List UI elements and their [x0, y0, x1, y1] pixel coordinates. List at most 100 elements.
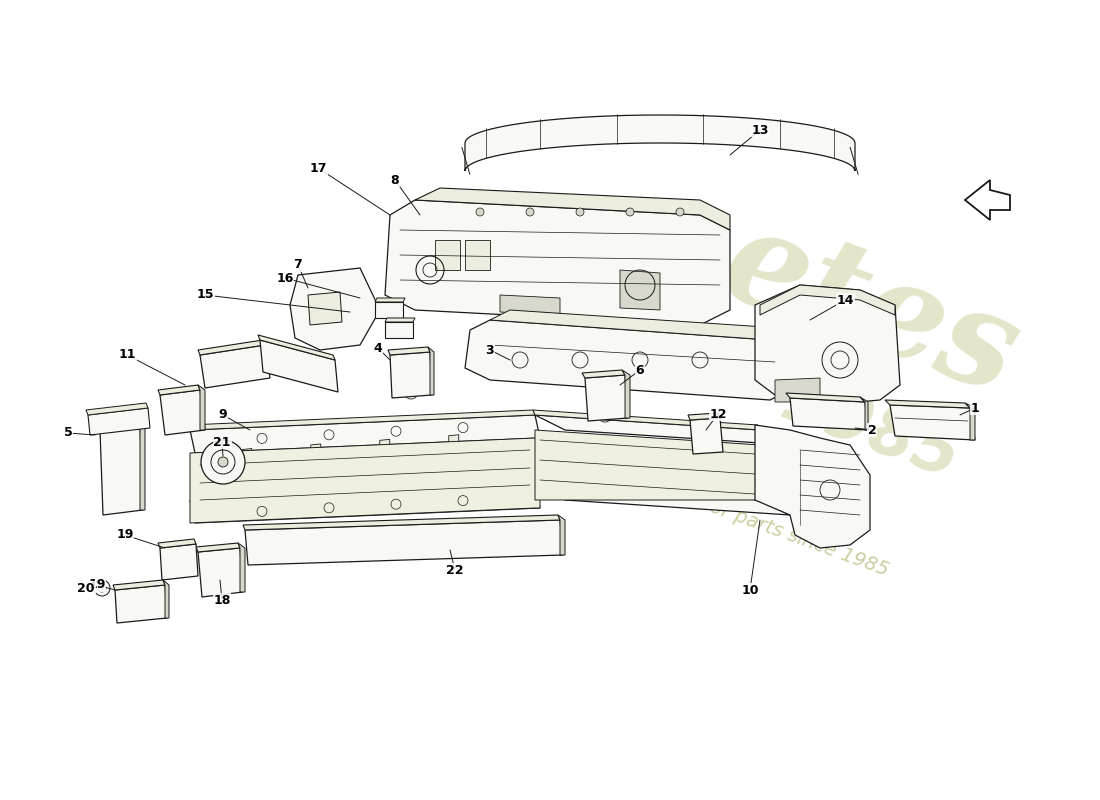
Text: 12: 12: [710, 407, 727, 421]
Text: 8: 8: [390, 174, 399, 186]
Circle shape: [676, 208, 684, 216]
Polygon shape: [620, 270, 660, 310]
Polygon shape: [786, 393, 865, 402]
Polygon shape: [585, 375, 628, 421]
Polygon shape: [621, 370, 630, 418]
Polygon shape: [375, 302, 403, 318]
Polygon shape: [534, 410, 760, 430]
Polygon shape: [434, 240, 460, 270]
Text: 6: 6: [636, 363, 645, 377]
Polygon shape: [688, 413, 720, 420]
Polygon shape: [310, 444, 321, 515]
Polygon shape: [86, 403, 148, 415]
Text: 13: 13: [751, 123, 769, 137]
Text: 17: 17: [309, 162, 327, 174]
Circle shape: [626, 208, 634, 216]
Polygon shape: [385, 200, 730, 325]
Polygon shape: [196, 543, 240, 552]
Polygon shape: [390, 352, 432, 398]
Polygon shape: [535, 485, 790, 515]
Polygon shape: [198, 340, 265, 355]
Polygon shape: [690, 418, 723, 454]
Text: 1985: 1985: [771, 367, 968, 493]
Text: 19: 19: [117, 529, 134, 542]
Polygon shape: [755, 285, 900, 405]
Polygon shape: [535, 430, 790, 515]
Text: 14: 14: [836, 294, 854, 306]
Polygon shape: [375, 298, 405, 302]
Text: 10: 10: [741, 583, 759, 597]
Polygon shape: [755, 425, 870, 548]
Polygon shape: [188, 410, 535, 430]
Polygon shape: [88, 408, 150, 435]
Polygon shape: [415, 188, 730, 230]
Polygon shape: [160, 390, 205, 435]
Polygon shape: [890, 405, 975, 440]
Polygon shape: [190, 438, 540, 523]
Polygon shape: [385, 322, 412, 338]
Polygon shape: [258, 335, 336, 360]
Circle shape: [526, 208, 534, 216]
Text: 15: 15: [196, 289, 213, 302]
Polygon shape: [245, 520, 563, 565]
Polygon shape: [113, 580, 165, 590]
Text: 18: 18: [213, 594, 231, 606]
Text: 21: 21: [213, 435, 231, 449]
Polygon shape: [860, 397, 868, 430]
Polygon shape: [500, 295, 560, 315]
Polygon shape: [160, 544, 198, 580]
Text: 9: 9: [219, 409, 228, 422]
Polygon shape: [582, 370, 625, 378]
Polygon shape: [776, 378, 820, 402]
Polygon shape: [116, 585, 167, 623]
Text: etes: etes: [705, 198, 1035, 422]
Text: 3: 3: [486, 343, 494, 357]
Polygon shape: [243, 515, 560, 530]
Polygon shape: [138, 420, 145, 510]
Polygon shape: [158, 539, 196, 548]
Text: 19: 19: [88, 578, 106, 591]
Polygon shape: [379, 439, 389, 510]
Text: 5: 5: [64, 426, 73, 439]
Polygon shape: [163, 580, 169, 618]
Polygon shape: [190, 485, 540, 523]
Polygon shape: [465, 320, 790, 400]
Polygon shape: [158, 385, 200, 395]
Polygon shape: [449, 434, 459, 506]
Circle shape: [476, 208, 484, 216]
Polygon shape: [428, 347, 435, 395]
Polygon shape: [238, 543, 245, 592]
Polygon shape: [198, 548, 243, 597]
Polygon shape: [465, 115, 855, 171]
Polygon shape: [886, 400, 970, 408]
Polygon shape: [190, 415, 540, 453]
Polygon shape: [790, 398, 868, 430]
Text: 4: 4: [374, 342, 383, 354]
Circle shape: [576, 208, 584, 216]
Text: 1: 1: [970, 402, 979, 414]
Polygon shape: [260, 340, 338, 392]
Polygon shape: [388, 347, 430, 355]
Circle shape: [218, 457, 228, 467]
Polygon shape: [760, 285, 895, 315]
Polygon shape: [308, 292, 342, 325]
Polygon shape: [965, 403, 975, 440]
Polygon shape: [198, 385, 205, 430]
Circle shape: [94, 580, 110, 596]
Text: a passion for parts since 1985: a passion for parts since 1985: [608, 461, 892, 579]
Text: 2: 2: [868, 423, 877, 437]
Polygon shape: [535, 415, 790, 445]
Polygon shape: [100, 425, 143, 515]
Text: 16: 16: [276, 271, 294, 285]
Circle shape: [201, 440, 245, 484]
Polygon shape: [385, 318, 415, 322]
Text: 11: 11: [119, 349, 135, 362]
Polygon shape: [465, 240, 490, 270]
Polygon shape: [490, 310, 790, 340]
Polygon shape: [242, 449, 252, 519]
Polygon shape: [98, 420, 140, 430]
Text: 22: 22: [447, 563, 464, 577]
Text: 7: 7: [294, 258, 302, 271]
Text: 20: 20: [77, 582, 95, 594]
Polygon shape: [558, 515, 565, 555]
